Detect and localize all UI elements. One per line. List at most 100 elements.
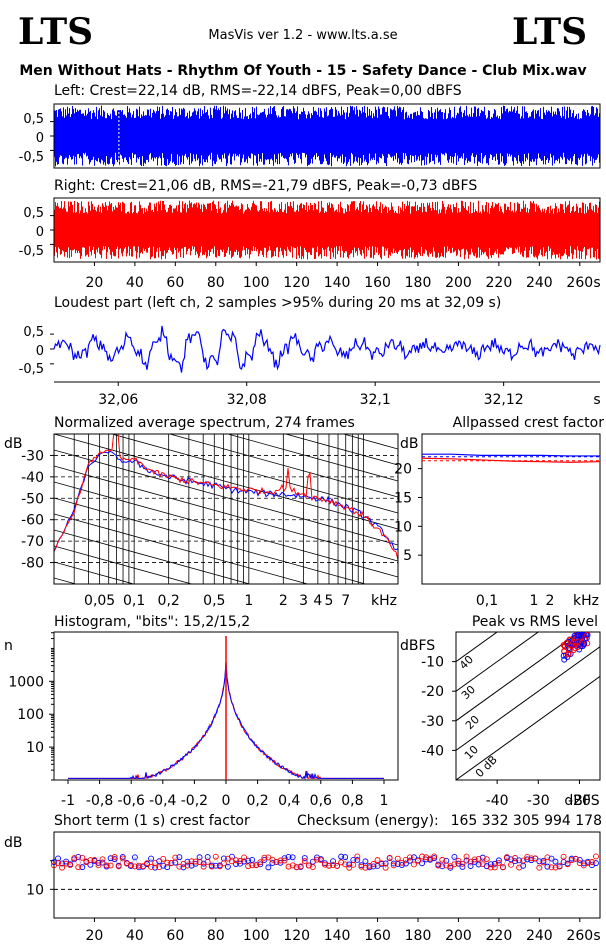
slope-line <box>284 434 398 466</box>
stc-point <box>520 857 527 864</box>
xtick-label: 0,2 <box>246 793 268 809</box>
ytick-label: 10 <box>26 882 44 898</box>
stc-point <box>237 858 243 864</box>
stc-point <box>338 853 345 860</box>
stc-point <box>245 863 252 870</box>
xtick-label: 240 <box>526 275 553 291</box>
stc-point <box>463 857 470 864</box>
xtick-label: -0,2 <box>181 793 208 809</box>
xtick-label: 0,1 <box>123 593 145 609</box>
histogram-ylabel: n <box>4 638 13 654</box>
spectrum-frame <box>53 433 399 585</box>
xtick-label: 240 <box>526 928 553 944</box>
ytick-label: -20 <box>421 684 444 700</box>
xtick-label: 0,8 <box>341 793 363 809</box>
stc-point <box>184 862 191 869</box>
stc-point <box>411 861 417 868</box>
stc-point <box>512 858 519 865</box>
stc-point <box>257 859 264 866</box>
stc-point <box>580 862 587 869</box>
stc-point <box>419 853 425 860</box>
stc-point <box>564 861 571 868</box>
loudest-part-chart: Loudest part (left ch, 2 samples >95% du… <box>19 295 601 408</box>
stc-point <box>354 853 361 860</box>
stc-point <box>322 861 328 868</box>
stc-point <box>220 860 227 867</box>
stc-point <box>568 857 575 864</box>
stc-point <box>168 860 175 866</box>
stc-point <box>479 854 486 861</box>
stc-point <box>394 855 401 862</box>
stc-point <box>269 860 276 866</box>
xtick-label: 20 <box>86 928 104 944</box>
xtick-unit: s <box>593 392 600 408</box>
xtick-label: 120 <box>283 928 310 944</box>
stc-point <box>524 853 531 860</box>
xtick-label: 2 <box>546 593 555 609</box>
xtick-label: 0,1 <box>476 593 498 609</box>
xtick-label: 120 <box>283 275 310 291</box>
slope-line <box>54 545 194 584</box>
stc-point <box>390 860 397 867</box>
file-title: Men Without Hats - Rhythm Of Youth - 15 … <box>19 63 586 79</box>
pvr-point <box>583 635 590 642</box>
stc-point <box>455 860 462 867</box>
ytick-label: 100 <box>17 707 44 723</box>
stc-point <box>176 863 183 870</box>
diag-label: 30 <box>459 683 478 702</box>
stc-point <box>160 855 167 862</box>
xtick-label: 40 <box>126 275 144 291</box>
stc-point <box>95 862 102 869</box>
stc-point <box>491 860 498 867</box>
allpassed-plot: 20 15 10 5 0,1 1 2 kHz <box>394 433 601 609</box>
stc-point <box>370 860 377 867</box>
stc-point <box>346 861 353 868</box>
xtick-label: 1 <box>380 793 389 809</box>
stc-point <box>431 853 438 860</box>
ytick-label: -40 <box>21 470 44 486</box>
slope-line <box>168 434 398 498</box>
stc-point <box>265 864 272 871</box>
stc-point <box>463 853 470 860</box>
stc-point <box>560 853 567 860</box>
histogram-plot: 1000 100 10 -1 -0,8 -0,6 -0,4 -0,2 0 0,2 0,4 0,6 0,8… <box>8 631 399 809</box>
slope-line <box>54 465 398 562</box>
stc-point <box>119 855 126 862</box>
stc-point <box>508 861 514 868</box>
xtick-label: 5 <box>325 593 334 609</box>
allpassed-crest-chart: Allpassed crest factor dB 20 15 10 5 0,1 1 2 kH… <box>394 415 604 609</box>
stc-point <box>374 857 381 864</box>
xtick-label: 32,1 <box>360 392 391 408</box>
crest-series <box>422 453 600 457</box>
ytick-label: 10 <box>26 740 44 756</box>
stc-point <box>483 856 490 863</box>
pvr-point <box>566 644 573 651</box>
xtick-label: 0,05 <box>84 593 115 609</box>
stc-point <box>79 864 86 871</box>
stc-point <box>516 864 523 871</box>
stc-point <box>63 858 70 865</box>
stc-point <box>326 862 332 869</box>
stc-point <box>479 861 486 868</box>
stc-point <box>63 860 70 867</box>
xtick-label: 0 <box>222 793 231 809</box>
right-ytick-label: 0 <box>36 225 44 240</box>
stc-point <box>504 854 510 861</box>
stc-point <box>176 854 183 861</box>
stc-point <box>386 854 393 861</box>
xtick-label: 32,08 <box>227 392 267 408</box>
xtick-label: 160 <box>364 928 391 944</box>
stc-point <box>350 861 357 868</box>
pvr-point <box>574 644 581 651</box>
loud-time-axis: 32,06 32,08 32,1 32,12 s <box>98 382 601 408</box>
crest-diagonal <box>456 646 600 751</box>
stc-point <box>229 858 235 865</box>
stc-point <box>204 859 211 865</box>
stc-point <box>212 853 219 860</box>
stc-title: Short term (1 s) crest factor <box>54 813 250 829</box>
xtick-label: -0,6 <box>118 793 145 809</box>
pvr-xlabel: dBFS <box>564 793 599 809</box>
stc-point <box>536 864 543 871</box>
crest-diagonal <box>456 632 540 692</box>
